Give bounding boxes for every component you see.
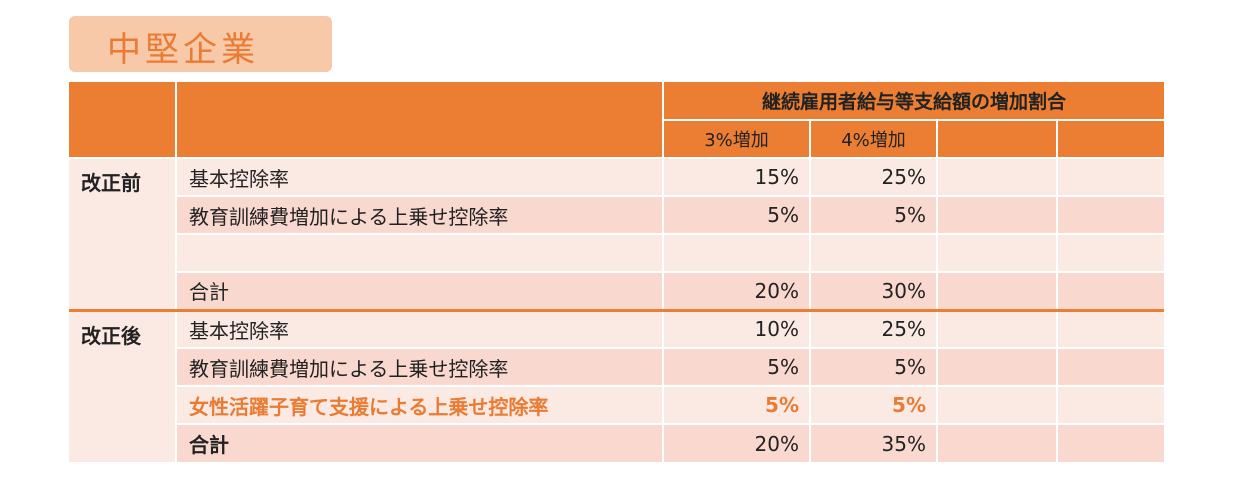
header-blank-3 — [69, 120, 176, 158]
table-row — [69, 233, 1165, 272]
empty-cell — [936, 308, 1057, 348]
empty-cell — [936, 233, 1057, 272]
header-blank-2 — [175, 82, 663, 120]
row-label: 教育訓練費増加による上乗せ控除率 — [175, 347, 663, 386]
table-row: 教育訓練費増加による上乗せ控除率 5% 5% — [69, 195, 1165, 234]
value-4pct: 30% — [809, 271, 937, 310]
header-row-1: 継続雇用者給与等支給額の増加割合 — [69, 82, 1165, 121]
header-row-2: 3%増加 4%増加 — [69, 120, 1165, 158]
header-blank-4 — [175, 120, 663, 158]
row-label-total: 合計 — [175, 423, 663, 462]
value-3pct: 5% — [662, 195, 810, 234]
title-banner: 中堅企業 — [69, 16, 332, 72]
table-row: 女性活躍子育て支援による上乗せ控除率 5% 5% — [69, 385, 1165, 424]
empty-cell — [1055, 157, 1165, 196]
row-label — [175, 233, 663, 272]
empty-cell — [1055, 423, 1165, 462]
value-4pct: 25% — [809, 157, 937, 196]
empty-cell — [936, 423, 1057, 462]
group-label-before: 改正前 — [69, 157, 176, 310]
value-4pct: 5% — [809, 347, 937, 386]
table-row: 合計 20% 35% — [69, 423, 1165, 462]
header-increase-ratio: 継続雇用者給与等支給額の増加割合 — [661, 82, 1165, 121]
empty-cell — [1055, 308, 1165, 348]
empty-cell — [936, 157, 1057, 196]
empty-cell — [936, 271, 1057, 310]
table-row: 教育訓練費増加による上乗せ控除率 5% 5% — [69, 347, 1165, 386]
header-blank-1 — [69, 82, 176, 120]
empty-cell — [1055, 195, 1165, 234]
deduction-rate-table: 継続雇用者給与等支給額の増加割合 3%増加 4%増加 改正前 基本控除率 15%… — [69, 82, 1165, 462]
value-3pct: 5% — [662, 347, 810, 386]
row-label: 基本控除率 — [175, 157, 663, 196]
header-col-empty-2 — [1055, 120, 1165, 158]
value-4pct: 25% — [809, 308, 937, 348]
row-label: 教育訓練費増加による上乗せ控除率 — [175, 195, 663, 234]
value-4pct-highlight: 5% — [809, 385, 937, 424]
empty-cell — [936, 195, 1057, 234]
row-label-highlight: 女性活躍子育て支援による上乗せ控除率 — [175, 385, 663, 424]
empty-cell — [936, 385, 1057, 424]
page-title: 中堅企業 — [107, 30, 259, 70]
value-3pct-highlight: 5% — [662, 385, 810, 424]
header-col-4pct: 4%増加 — [809, 120, 937, 158]
value-3pct: 15% — [662, 157, 810, 196]
empty-cell — [1055, 233, 1165, 272]
empty-cell — [1055, 385, 1165, 424]
group-label-after: 改正後 — [69, 308, 176, 462]
header-col-empty-1 — [936, 120, 1057, 158]
value-4pct — [809, 233, 937, 272]
value-3pct: 10% — [662, 308, 810, 348]
value-3pct: 20% — [662, 423, 810, 462]
row-label-total: 合計 — [175, 271, 663, 310]
table-row: 合計 20% 30% — [69, 271, 1165, 310]
value-3pct: 20% — [662, 271, 810, 310]
table-row: 改正前 基本控除率 15% 25% — [69, 157, 1165, 310]
value-4pct: 5% — [809, 195, 937, 234]
header-col-3pct: 3%増加 — [662, 120, 810, 158]
empty-cell — [1055, 271, 1165, 310]
empty-cell — [1055, 347, 1165, 386]
row-label: 基本控除率 — [175, 308, 663, 348]
empty-cell — [936, 347, 1057, 386]
table-row: 改正後 基本控除率 10% 25% — [69, 308, 1165, 462]
value-4pct: 35% — [809, 423, 937, 462]
value-3pct — [662, 233, 810, 272]
